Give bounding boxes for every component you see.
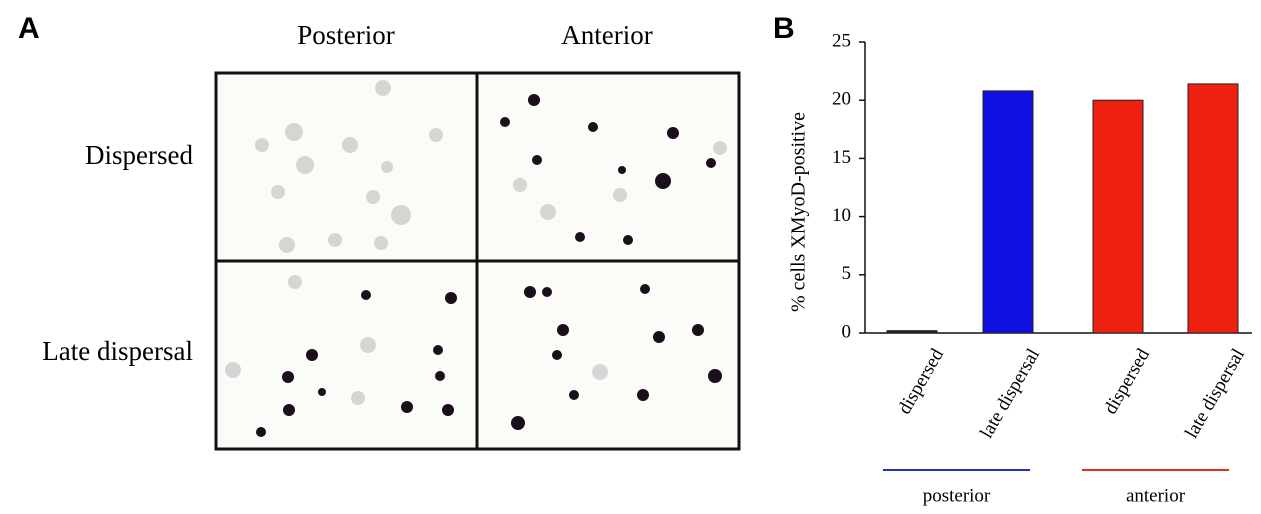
- y-tick-label: 20: [832, 89, 851, 110]
- x-tick-label: dispersed: [894, 345, 948, 418]
- y-tick-label: 15: [832, 147, 851, 168]
- y-tick-label: 25: [832, 30, 851, 51]
- x-tick-label: dispersed: [1100, 345, 1154, 418]
- x-tick-label: late dispersal: [976, 345, 1044, 442]
- y-tick-label: 0: [842, 321, 852, 342]
- micrographs: [214, 71, 741, 451]
- bar: [886, 330, 938, 334]
- bar: [1092, 99, 1144, 334]
- y-tick-label: 10: [832, 205, 851, 226]
- bar: [1187, 83, 1239, 334]
- row-label: Dispersed: [85, 140, 193, 170]
- group-label: anterior: [1126, 485, 1186, 506]
- panel-label: A: [18, 12, 40, 45]
- y-tick-label: 5: [842, 263, 852, 284]
- column-label: Anterior: [561, 20, 652, 50]
- bar: [982, 90, 1034, 334]
- column-label: Posterior: [297, 20, 395, 50]
- row-label: Late dispersal: [42, 336, 193, 366]
- panel-label: B: [773, 12, 795, 45]
- y-axis-label: % cells XMyoD-positive: [788, 112, 810, 312]
- group-label: posterior: [923, 485, 991, 506]
- x-tick-label: late dispersal: [1181, 345, 1249, 442]
